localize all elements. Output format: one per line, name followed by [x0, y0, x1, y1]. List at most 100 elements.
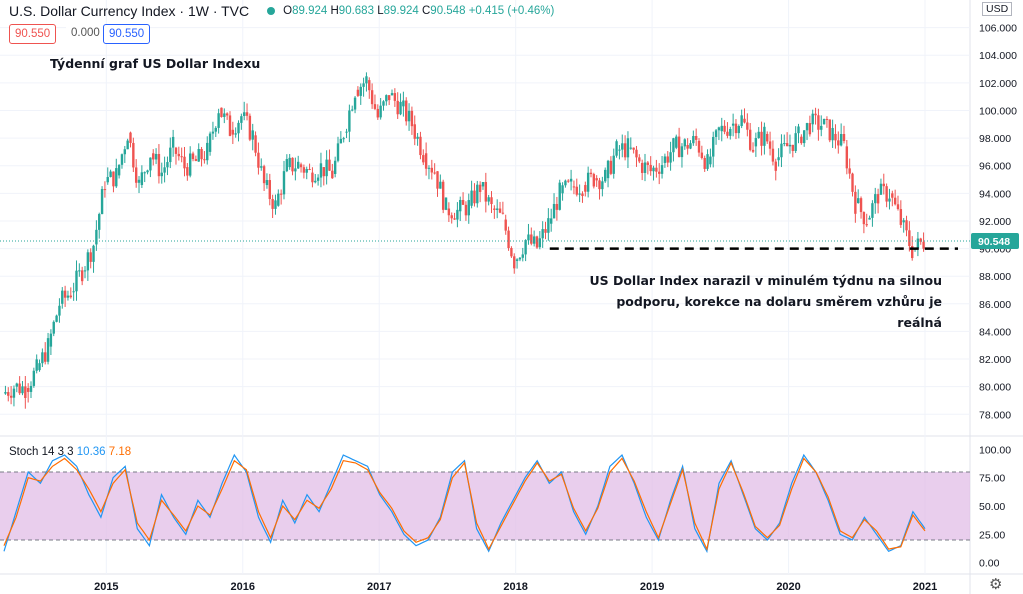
- sell-price-button[interactable]: 90.550: [9, 24, 57, 44]
- candle-body: [851, 173, 854, 192]
- candle-body: [845, 146, 849, 169]
- candle-body: [788, 144, 792, 147]
- candle-body: [902, 220, 905, 223]
- candle-body: [817, 115, 820, 130]
- candle-body: [748, 129, 752, 150]
- spread-value: 0.000: [66, 24, 105, 42]
- candle-body: [618, 149, 621, 151]
- candle-body: [598, 180, 601, 190]
- candle-body: [265, 180, 269, 186]
- candle-body: [865, 224, 868, 226]
- candle-body: [291, 157, 294, 172]
- candle-body: [83, 270, 87, 272]
- candle-body: [208, 133, 212, 152]
- candle-body: [635, 149, 638, 158]
- price-tick-label: 96.000: [979, 161, 1011, 173]
- candle-body: [279, 193, 283, 195]
- last-price-label: 90.548: [978, 236, 1010, 248]
- candle-body: [621, 143, 624, 150]
- candle-body: [188, 153, 192, 176]
- candle-body: [461, 199, 465, 205]
- candle-body: [567, 180, 570, 182]
- price-tick-label: 94.000: [979, 188, 1011, 200]
- candle-body: [552, 203, 556, 219]
- candle-body: [797, 126, 800, 134]
- candle-body: [473, 190, 476, 204]
- candle-body: [419, 136, 422, 156]
- candle-body: [89, 252, 92, 262]
- candle-body: [427, 167, 431, 169]
- candle-body: [734, 123, 738, 134]
- candle-body: [106, 177, 109, 183]
- candle-body: [351, 109, 354, 111]
- candle-body: [450, 215, 453, 219]
- candle-body: [339, 138, 343, 144]
- candle-body: [314, 180, 317, 183]
- candle-body: [919, 238, 922, 242]
- open-value: 89.924: [292, 5, 328, 17]
- candle-body: [501, 212, 505, 214]
- candle-body: [197, 149, 200, 162]
- annotation-support-line2: podporu, korekce na dolaru směrem vzhůru…: [616, 294, 942, 330]
- stoch-legend[interactable]: Stoch 14 3 3 10.36 7.18: [9, 446, 131, 458]
- candle-body: [731, 123, 735, 126]
- candle-body: [157, 153, 161, 177]
- candle-body: [763, 126, 766, 146]
- candle-body: [811, 113, 814, 125]
- candle-body: [825, 118, 829, 120]
- currency-button[interactable]: USD: [982, 2, 1013, 16]
- candle-body: [24, 386, 27, 398]
- candle-body: [160, 172, 163, 177]
- symbol-title[interactable]: U.S. Dollar Currency Index · 1W · TVC: [9, 3, 250, 19]
- change-value: +0.415 (+0.46%): [468, 5, 555, 17]
- candle-body: [348, 110, 351, 132]
- candle-body: [643, 162, 647, 173]
- time-tick-label: 2019: [640, 581, 664, 593]
- candle-body: [601, 181, 604, 190]
- annotation-support[interactable]: US Dollar Index narazil v minulém týdnu …: [570, 270, 942, 333]
- candle-body: [21, 386, 24, 394]
- candle-body: [117, 164, 121, 176]
- candle-body: [549, 218, 553, 224]
- candle-body: [203, 159, 206, 161]
- buy-price-button[interactable]: 90.550: [103, 24, 151, 44]
- candle-body: [439, 181, 442, 189]
- candle-body: [760, 131, 763, 146]
- close-value: 90.548: [430, 5, 466, 17]
- candle-body: [72, 291, 75, 293]
- candle-body: [228, 115, 232, 136]
- settings-gear-icon[interactable]: ⚙: [989, 576, 1003, 593]
- annotation-chart-title[interactable]: Týdenní graf US Dollar Indexu: [50, 56, 261, 71]
- candle-body: [248, 115, 252, 140]
- candle-body: [706, 154, 709, 169]
- candle-body: [476, 184, 479, 204]
- candle-body: [234, 133, 237, 135]
- candle-body: [66, 295, 70, 298]
- candle-body: [393, 93, 397, 101]
- candle-body: [521, 254, 524, 258]
- candle-body: [109, 171, 112, 178]
- candle-body: [242, 112, 246, 116]
- candle-body: [467, 200, 470, 216]
- candle-body: [260, 166, 263, 168]
- candle-body: [166, 162, 169, 168]
- stoch-d-line: [3, 457, 926, 552]
- candle-body: [908, 230, 911, 247]
- candle-body: [373, 104, 377, 109]
- candle-body: [703, 157, 706, 169]
- candle-body: [32, 370, 36, 386]
- candle-body: [677, 136, 681, 158]
- ohlc-readout: O89.924 H90.683 L89.924 C90.548 +0.415 (…: [283, 5, 554, 17]
- candle-body: [663, 156, 667, 163]
- candle-body: [507, 230, 510, 249]
- candle-body: [257, 152, 260, 168]
- candle-body: [55, 315, 58, 322]
- candle-body: [484, 182, 488, 202]
- candle-body: [38, 363, 41, 371]
- candle-body: [368, 80, 371, 91]
- candle-body: [405, 100, 408, 122]
- candle-body: [532, 236, 536, 244]
- candle-body: [595, 178, 598, 181]
- candle-body: [530, 234, 533, 244]
